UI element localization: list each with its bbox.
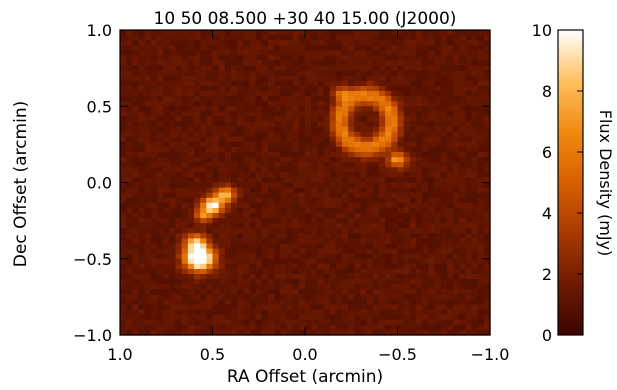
chart-title: 10 50 08.500 +30 40 15.00 (J2000)	[154, 9, 457, 29]
y-tick-label: −0.5	[73, 250, 112, 269]
colorbar-tick-label: 8	[542, 82, 552, 101]
heatmap-image	[120, 30, 491, 336]
x-tick-label: 0.0	[292, 345, 317, 364]
x-tick-label: −1.0	[471, 345, 510, 364]
x-tick-label: −0.5	[378, 345, 417, 364]
y-axis: 1.0 0.5 0.0 −0.5 −1.0	[73, 21, 490, 345]
colorbar-tick-label: 2	[542, 265, 552, 284]
colorbar-tick-label: 10	[532, 21, 552, 40]
y-tick-label: −1.0	[73, 326, 112, 345]
x-axis: 1.0 0.5 0.0 −0.5 −1.0	[107, 30, 509, 364]
colorbar	[557, 29, 584, 336]
colorbar-tick-label: 0	[542, 326, 552, 345]
y-tick-label: 0.0	[87, 174, 112, 193]
colorbar-label: Flux Density (mJy)	[596, 110, 615, 257]
x-tick-label: 0.5	[200, 345, 225, 364]
colorbar-tick-label: 6	[542, 143, 552, 162]
y-tick-label: 1.0	[87, 21, 112, 40]
x-tick-label: 1.0	[107, 345, 132, 364]
y-axis-label: Dec Offset (arcmin)	[11, 101, 31, 267]
colorbar-tick-label: 4	[542, 204, 552, 223]
y-tick-label: 0.5	[87, 97, 112, 116]
colorbar-axis: 10 8 6 4 2 0	[532, 21, 583, 345]
x-axis-label: RA Offset (arcmin)	[227, 367, 383, 387]
